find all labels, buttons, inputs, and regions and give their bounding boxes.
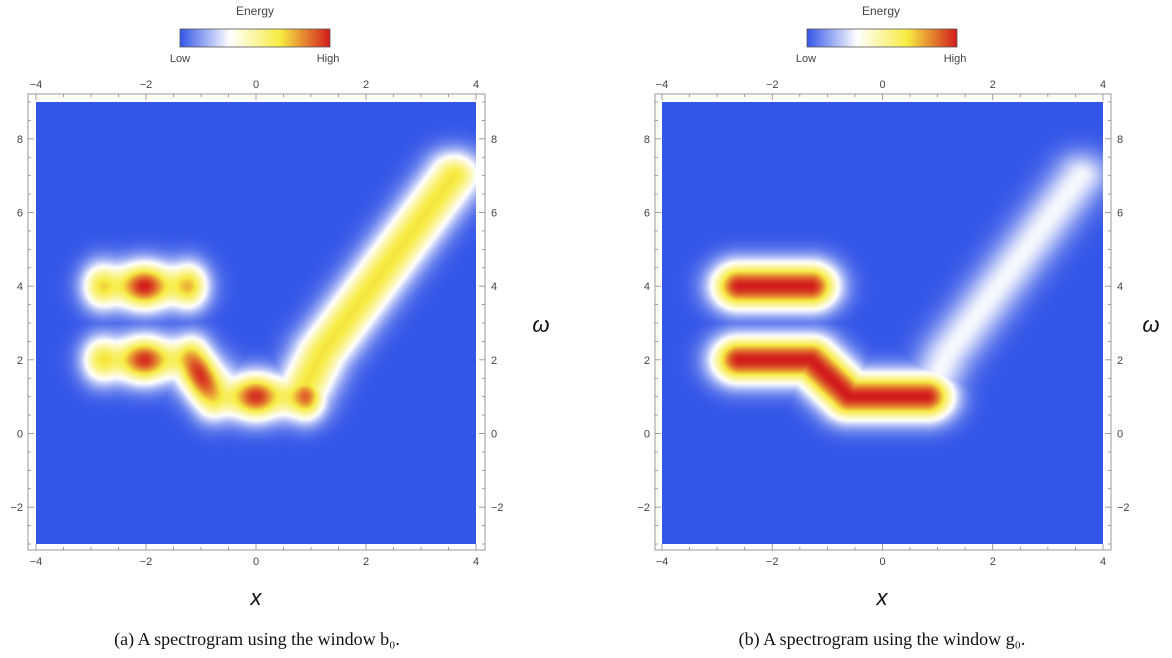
x-tick-label: 0 (879, 556, 885, 568)
x-tick-label: −4 (30, 79, 43, 91)
x-tick-label: 2 (990, 556, 996, 568)
y-tick-label: −2 (10, 502, 23, 514)
x-tick-label: −4 (30, 556, 43, 568)
colorbar-title: Energy (862, 4, 900, 18)
y-tick-label: −2 (1117, 502, 1130, 514)
y-tick-label: 2 (17, 355, 23, 367)
plot-frame (27, 93, 486, 551)
y-tick-label: 4 (491, 281, 497, 293)
y-tick-label: 2 (644, 355, 650, 367)
x-tick-label: −2 (766, 556, 779, 568)
colorbar-low-label: Low (170, 53, 190, 65)
plot-frame (654, 93, 1112, 551)
x-axis-label: x (876, 585, 889, 610)
y-tick-label: 8 (1117, 134, 1123, 146)
x-tick-label: 0 (253, 79, 259, 91)
y-tick-label: −2 (637, 502, 650, 514)
y-tick-label: 8 (17, 134, 23, 146)
y-tick-label: 0 (644, 429, 650, 441)
y-tick-label: 6 (491, 208, 497, 220)
y-tick-label: 4 (17, 281, 23, 293)
spectrogram-panel-a: Energy Low High −4 −4 −2 −2 0 0 2 2 4 4 −2 −2 0 0 2 2 4 4… (10, 4, 549, 650)
y-tick-label: 6 (644, 208, 650, 220)
y-tick-label: 4 (644, 281, 650, 293)
x-tick-label: 4 (473, 556, 479, 568)
x-tick-label: 2 (363, 79, 369, 91)
spectrogram-panel-b: Energy Low High −4 −4 −2 −2 0 0 2 2 4 4 −2 −2 0 0 2 2 4 4… (637, 4, 1159, 650)
colorbar (806, 28, 958, 48)
x-tick-label: −4 (656, 556, 669, 568)
figure-caption: (b) A spectrogram using the window g₀. (739, 629, 1026, 650)
figure-caption: (a) A spectrogram using the window b₀. (114, 629, 400, 650)
y-tick-label: 6 (17, 208, 23, 220)
x-axis-label: x (250, 585, 263, 610)
colorbar-high-label: High (317, 53, 340, 65)
x-tick-label: 2 (363, 556, 369, 568)
x-tick-label: −4 (656, 79, 669, 91)
x-tick-label: −2 (140, 556, 153, 568)
y-axis-label: ω (1142, 312, 1159, 337)
colorbar-title: Energy (236, 4, 274, 18)
y-tick-label: 0 (1117, 429, 1123, 441)
x-tick-label: 0 (253, 556, 259, 568)
colorbar-low-label: Low (796, 53, 816, 65)
x-tick-label: −2 (140, 79, 153, 91)
y-tick-label: 2 (491, 355, 497, 367)
colorbar (179, 28, 331, 48)
x-tick-label: 0 (879, 79, 885, 91)
y-tick-label: 6 (1117, 208, 1123, 220)
x-tick-label: 4 (1100, 556, 1106, 568)
x-tick-label: −2 (766, 79, 779, 91)
axis-ticks: −4 −4 −2 −2 0 0 2 2 4 4 −2 −2 0 0 2 2 4 4 6 6 8 8 (637, 79, 1129, 568)
x-tick-label: 4 (1100, 79, 1106, 91)
y-tick-label: −2 (491, 502, 504, 514)
y-tick-label: 2 (1117, 355, 1123, 367)
x-tick-label: 4 (473, 79, 479, 91)
y-tick-label: 4 (1117, 281, 1123, 293)
spectrogram-heatmap (36, 102, 476, 544)
colorbar-high-label: High (944, 53, 967, 65)
x-tick-label: 2 (990, 79, 996, 91)
y-tick-label: 8 (644, 134, 650, 146)
y-axis-label: ω (532, 312, 549, 337)
axis-ticks: −4 −4 −2 −2 0 0 2 2 4 4 −2 −2 0 0 2 2 4 4 6 6 8 8 (10, 79, 503, 568)
y-tick-label: 0 (491, 429, 497, 441)
y-tick-label: 8 (491, 134, 497, 146)
spectrogram-heatmap (662, 102, 1103, 544)
y-tick-label: 0 (17, 429, 23, 441)
